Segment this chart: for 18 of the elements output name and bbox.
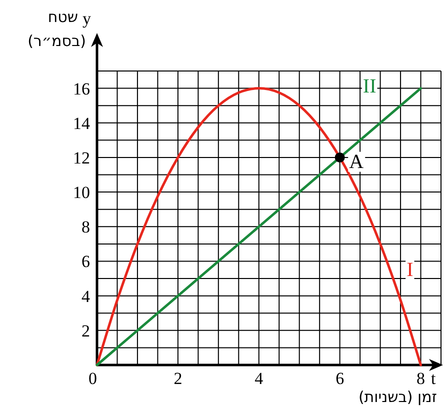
- text: t: [431, 369, 436, 388]
- y-tick-label: 14: [73, 114, 90, 133]
- series-label: I: [406, 258, 414, 281]
- y-tick-label: 6: [82, 252, 90, 272]
- y-tick-label: 16: [73, 79, 90, 98]
- y-tick-label: 8: [82, 218, 90, 237]
- x-tick-label: 8: [416, 369, 426, 388]
- y-tick-label: 12: [73, 148, 90, 168]
- y-tick-label: 2: [82, 321, 90, 340]
- x-tick-label: 4: [254, 369, 264, 388]
- x-tick-label: 6: [336, 369, 344, 388]
- x-tick-label: 2: [174, 369, 182, 388]
- series-label: II: [362, 76, 376, 98]
- x-tick-label: 0: [88, 369, 97, 388]
- x-axis-title: זמן (בשניות): [358, 388, 437, 406]
- y-tick-label: 10: [73, 183, 90, 202]
- series-label: A: [349, 150, 364, 173]
- y-tick-label: 4: [82, 286, 90, 306]
